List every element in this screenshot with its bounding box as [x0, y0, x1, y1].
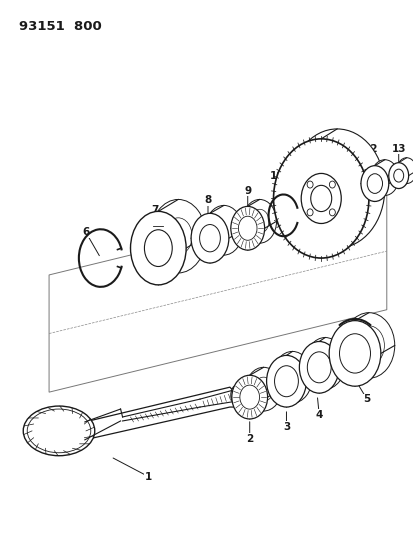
- Text: 1: 1: [145, 472, 152, 482]
- Ellipse shape: [310, 185, 331, 212]
- Text: 9: 9: [244, 185, 251, 196]
- Ellipse shape: [250, 209, 268, 233]
- Text: 4: 4: [315, 410, 322, 420]
- Ellipse shape: [360, 166, 388, 201]
- Ellipse shape: [164, 218, 192, 255]
- Text: 2: 2: [245, 434, 253, 444]
- Ellipse shape: [353, 326, 384, 365]
- Ellipse shape: [272, 351, 311, 403]
- Text: 8: 8: [204, 196, 211, 205]
- Ellipse shape: [238, 216, 256, 240]
- Polygon shape: [85, 387, 236, 440]
- Text: 93151  800: 93151 800: [19, 20, 102, 33]
- Text: 3: 3: [282, 422, 290, 432]
- Ellipse shape: [370, 160, 398, 196]
- Text: 5: 5: [363, 394, 370, 404]
- Ellipse shape: [306, 209, 312, 216]
- Ellipse shape: [231, 375, 267, 419]
- Ellipse shape: [329, 209, 335, 216]
- Text: 12: 12: [363, 144, 377, 154]
- Ellipse shape: [191, 213, 228, 263]
- Text: 10: 10: [270, 171, 284, 181]
- Text: 7: 7: [151, 205, 159, 215]
- Ellipse shape: [305, 337, 344, 389]
- Ellipse shape: [230, 206, 264, 250]
- Ellipse shape: [388, 163, 408, 189]
- Text: 11: 11: [311, 144, 326, 154]
- Ellipse shape: [253, 377, 273, 401]
- Ellipse shape: [130, 212, 186, 285]
- Ellipse shape: [23, 406, 95, 456]
- Ellipse shape: [239, 385, 259, 409]
- Ellipse shape: [150, 199, 206, 273]
- Ellipse shape: [329, 181, 335, 188]
- Ellipse shape: [306, 352, 330, 383]
- Ellipse shape: [299, 342, 338, 393]
- Ellipse shape: [204, 205, 242, 255]
- Ellipse shape: [366, 174, 382, 193]
- Ellipse shape: [245, 367, 281, 411]
- Text: 13: 13: [391, 144, 405, 154]
- Ellipse shape: [342, 313, 394, 378]
- Ellipse shape: [396, 158, 413, 183]
- Ellipse shape: [289, 129, 384, 248]
- Ellipse shape: [144, 230, 172, 266]
- Ellipse shape: [199, 224, 220, 252]
- Ellipse shape: [339, 334, 370, 373]
- Text: 6: 6: [82, 227, 89, 237]
- Ellipse shape: [27, 409, 90, 453]
- Ellipse shape: [301, 173, 340, 223]
- Ellipse shape: [266, 356, 306, 407]
- Ellipse shape: [274, 366, 298, 397]
- Ellipse shape: [306, 181, 312, 188]
- Ellipse shape: [230, 385, 242, 405]
- Ellipse shape: [242, 199, 276, 243]
- Ellipse shape: [393, 169, 403, 182]
- Ellipse shape: [273, 139, 368, 258]
- Ellipse shape: [328, 321, 380, 386]
